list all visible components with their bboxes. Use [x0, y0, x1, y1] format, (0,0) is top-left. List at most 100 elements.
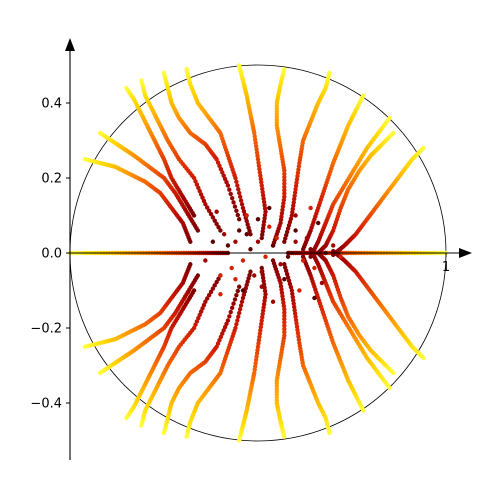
trajectory-point [216, 276, 221, 281]
trajectory-point [280, 297, 286, 302]
trajectory-point [234, 322, 239, 327]
trajectory-point [255, 347, 260, 353]
scatter-point [252, 273, 257, 278]
trajectory-point [214, 221, 219, 227]
trajectory-point [208, 289, 214, 295]
trajectory-point [237, 310, 242, 316]
trajectory-point [282, 310, 287, 315]
trajectory-point [262, 206, 268, 211]
trajectory-point [296, 337, 302, 342]
trajectory-point [237, 307, 243, 312]
trajectory-point [261, 196, 266, 201]
trajectory-point [235, 318, 240, 323]
trajectory-point [294, 180, 299, 185]
trajectory-point [252, 137, 258, 142]
trajectory-point [256, 160, 261, 165]
trajectory-point [281, 300, 286, 305]
trajectory-point [291, 196, 297, 202]
scatter-point [214, 209, 219, 214]
trajectory-point [221, 328, 226, 333]
trajectory-point [296, 167, 301, 172]
trajectory-point [262, 295, 268, 300]
trajectory-point [279, 214, 284, 219]
trajectory-point [214, 157, 219, 162]
trajectory-point [198, 192, 204, 197]
trajectory-point [231, 301, 236, 306]
y-tick-label: 0.0 [41, 247, 62, 262]
trajectory-point [196, 315, 201, 321]
scatter-point [244, 232, 249, 237]
trajectory-point [297, 160, 302, 166]
trajectory-point [282, 191, 287, 196]
trajectory-point [235, 183, 240, 188]
trajectory-point [294, 321, 299, 326]
trajectory-point [262, 202, 267, 208]
x-axis-arrow [459, 248, 472, 258]
trajectory-point [254, 351, 260, 356]
scatter-point [240, 288, 246, 293]
trajectory-point [236, 187, 241, 192]
trajectory-point [293, 317, 299, 323]
trajectory-point [292, 190, 298, 195]
trajectory-point [222, 324, 228, 330]
trajectory-point [231, 200, 236, 205]
trajectory-point [295, 173, 300, 179]
trajectory-point [257, 170, 263, 175]
trajectory-point [292, 307, 297, 313]
trajectory-point [295, 170, 301, 176]
trajectory-point [282, 239, 287, 244]
scatter-point [225, 243, 231, 248]
trajectory-point [198, 309, 204, 314]
trajectory-point [260, 193, 266, 198]
scatter-point [293, 213, 298, 218]
trajectory-point [252, 134, 257, 139]
trajectory-point [260, 275, 266, 281]
trajectory-point [201, 198, 207, 204]
scatter-point [203, 258, 208, 263]
trajectory-point [195, 273, 201, 278]
trajectory-point [188, 239, 193, 244]
trajectory-series [300, 93, 366, 252]
trajectory-series [82, 262, 193, 349]
trajectory-point [281, 303, 287, 309]
trajectory-point [260, 189, 265, 195]
trajectory-point [261, 301, 267, 307]
scatter-point [221, 232, 227, 237]
trajectory-series [124, 85, 197, 218]
scatter-point [274, 235, 279, 241]
trajectory-point [255, 344, 261, 349]
trajectory-point [260, 225, 266, 231]
trajectory-point [224, 180, 229, 185]
y-tick-label: 0.4 [41, 97, 62, 112]
scatter-point [308, 205, 313, 211]
trajectory-point [256, 341, 261, 346]
trajectory-point [229, 195, 235, 201]
scatter-point [229, 265, 234, 271]
trajectory-point [262, 298, 267, 304]
trajectory-point [234, 208, 239, 214]
trajectory-point [282, 171, 287, 176]
scatter-point [255, 239, 261, 244]
trajectory-point [300, 254, 306, 259]
trajectory-point [210, 215, 216, 220]
trajectory-point [200, 306, 205, 311]
scatter-point [255, 217, 261, 222]
trajectory-point [191, 175, 197, 181]
trajectory-point [216, 225, 221, 230]
trajectory-point [282, 178, 287, 183]
trajectory-series [237, 265, 268, 443]
trajectory-series [97, 273, 201, 376]
trajectory-point [290, 294, 295, 300]
trajectory-point [259, 318, 264, 323]
trajectory-point [261, 199, 267, 205]
y-tick-label: 0.2 [41, 172, 62, 187]
trajectory-point [291, 203, 296, 208]
trajectory-point [236, 314, 241, 319]
trajectory-point [210, 286, 216, 291]
trajectory-point [235, 212, 240, 218]
trajectory-point [257, 334, 262, 340]
trajectory-point [259, 180, 264, 185]
trajectory-point [282, 168, 287, 173]
trajectory-series [124, 288, 197, 421]
trajectory-point [281, 201, 286, 206]
